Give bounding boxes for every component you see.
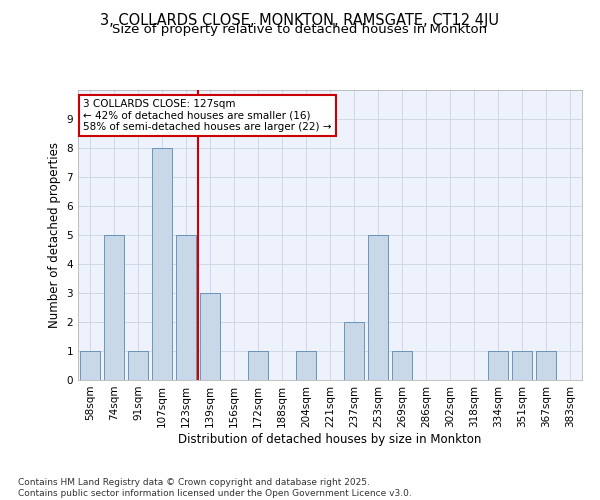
Bar <box>512 351 532 380</box>
Bar <box>200 293 220 380</box>
Text: Size of property relative to detached houses in Monkton: Size of property relative to detached ho… <box>112 22 488 36</box>
Bar <box>128 351 148 380</box>
Bar <box>344 322 364 380</box>
Text: 3, COLLARDS CLOSE, MONKTON, RAMSGATE, CT12 4JU: 3, COLLARDS CLOSE, MONKTON, RAMSGATE, CT… <box>101 12 499 28</box>
Bar <box>296 351 316 380</box>
Bar <box>488 351 508 380</box>
Text: Contains HM Land Registry data © Crown copyright and database right 2025.
Contai: Contains HM Land Registry data © Crown c… <box>18 478 412 498</box>
X-axis label: Distribution of detached houses by size in Monkton: Distribution of detached houses by size … <box>178 432 482 446</box>
Bar <box>248 351 268 380</box>
Bar <box>80 351 100 380</box>
Bar <box>392 351 412 380</box>
Bar <box>536 351 556 380</box>
Bar <box>176 235 196 380</box>
Text: 3 COLLARDS CLOSE: 127sqm
← 42% of detached houses are smaller (16)
58% of semi-d: 3 COLLARDS CLOSE: 127sqm ← 42% of detach… <box>83 98 332 132</box>
Bar <box>368 235 388 380</box>
Bar <box>152 148 172 380</box>
Y-axis label: Number of detached properties: Number of detached properties <box>48 142 61 328</box>
Bar <box>104 235 124 380</box>
